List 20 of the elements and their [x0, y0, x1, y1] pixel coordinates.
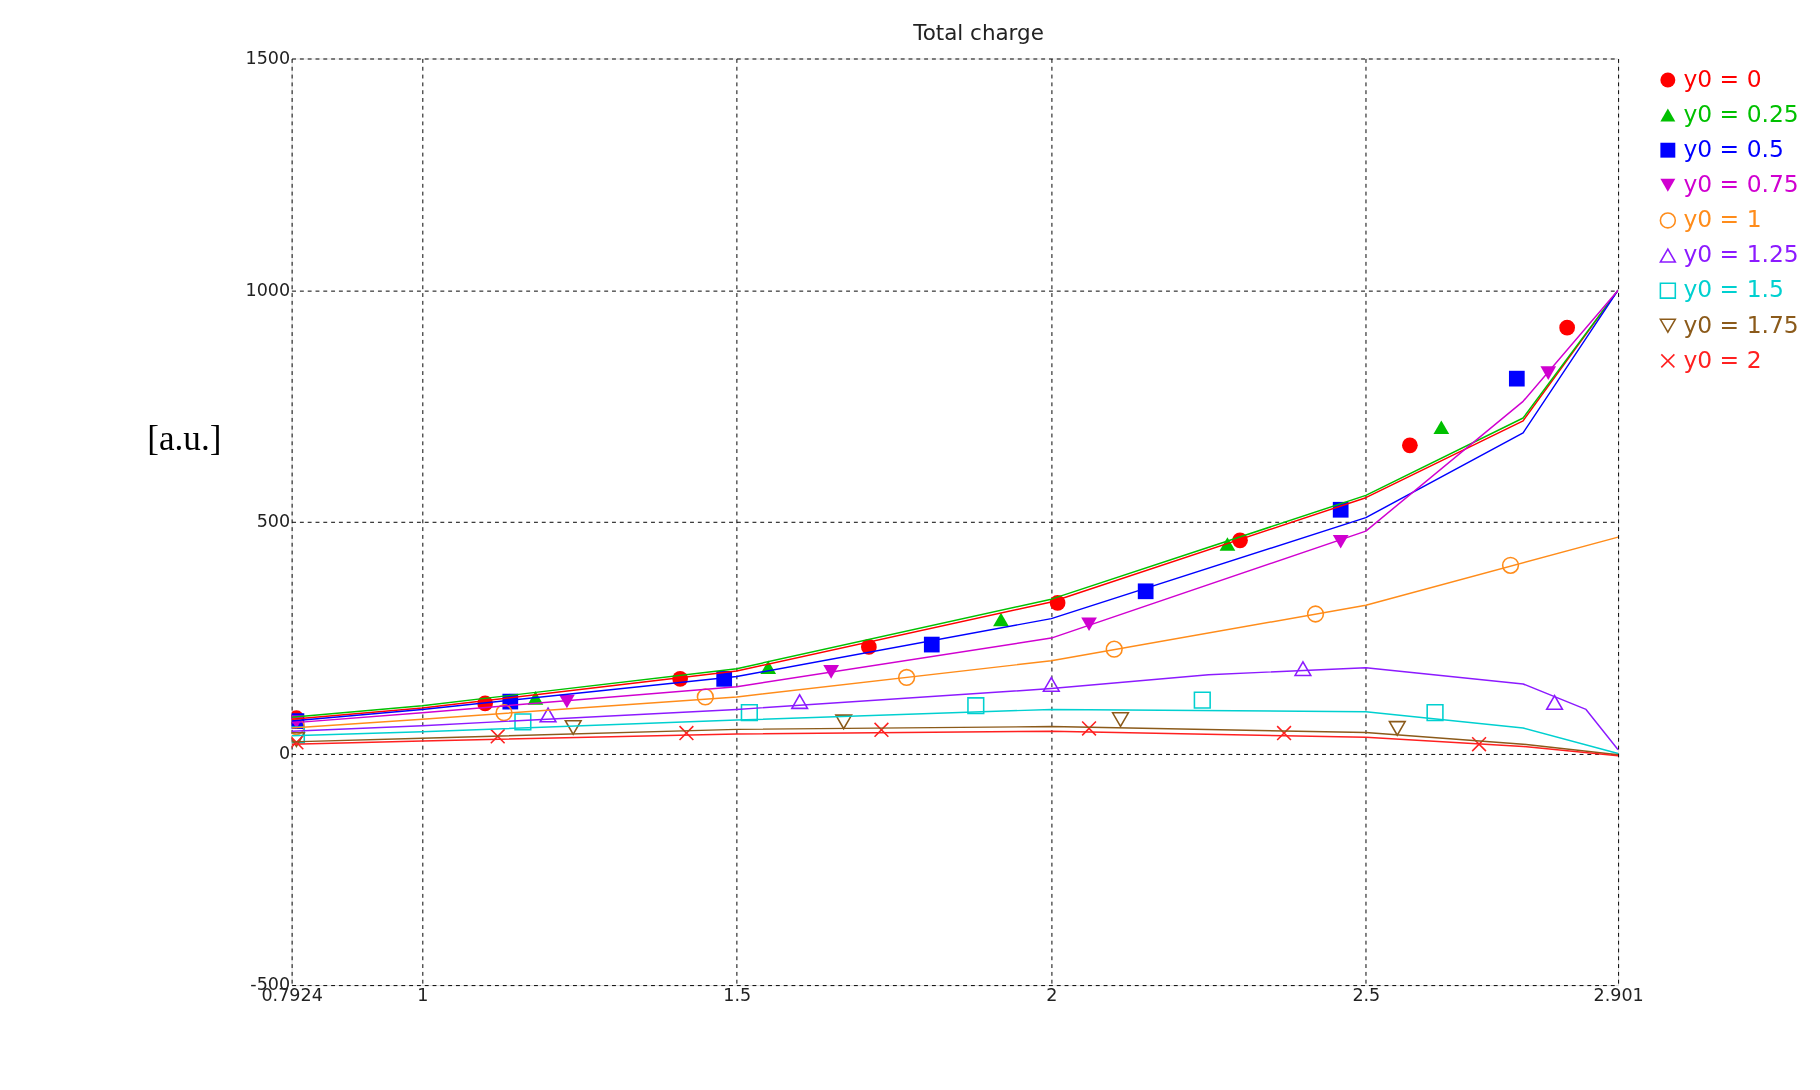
legend-label: y0 = 2	[1683, 345, 1762, 374]
legend-label: y0 = 0.5	[1683, 135, 1784, 164]
legend-label: y0 = 1	[1683, 205, 1762, 234]
x-tick-label: 1	[417, 985, 429, 1006]
chart-title: Total charge	[912, 20, 1044, 46]
legend-label: y0 = 0.25	[1683, 99, 1799, 128]
legend-label: y0 = 1.5	[1683, 275, 1784, 304]
y-axis-title: [a.u.]	[147, 418, 222, 458]
x-tick-label: 2.901	[1593, 985, 1644, 1006]
y-tick-label: 1500	[245, 47, 291, 68]
x-tick-label: 2	[1046, 985, 1058, 1006]
x-tick-label: 2.5	[1352, 985, 1381, 1006]
legend-label: y0 = 1.25	[1683, 240, 1799, 269]
legend-label: y0 = 1.75	[1683, 310, 1799, 339]
y-tick-label: 0	[278, 742, 291, 763]
y-tick-label: 1000	[245, 279, 291, 300]
legend-label: y0 = 0	[1683, 64, 1762, 93]
x-tick-label: 1.5	[723, 985, 752, 1006]
legend-label: y0 = 0.75	[1683, 170, 1799, 199]
y-tick-label: 500	[256, 511, 291, 532]
